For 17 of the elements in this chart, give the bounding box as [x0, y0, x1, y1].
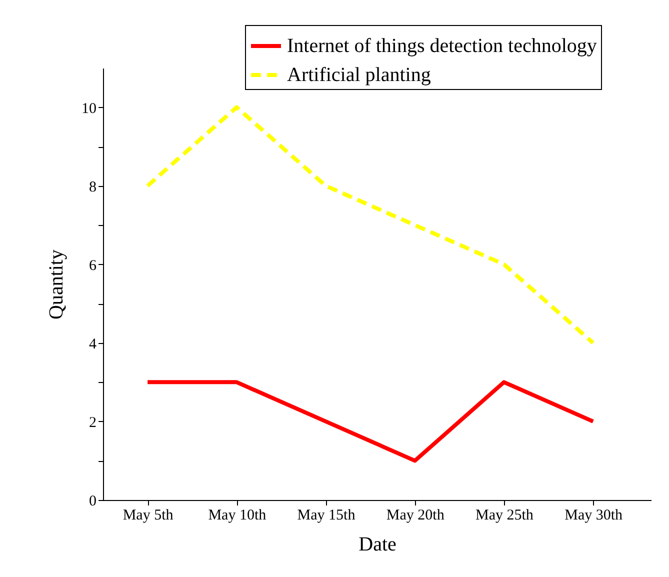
x-tick-label: May 25th [476, 508, 534, 524]
x-tick-label: May 5th [122, 508, 174, 524]
legend-label: Internet of things detection technology [287, 35, 597, 57]
x-axis-title: Date [358, 534, 396, 556]
y-tick-label: 0 [89, 494, 96, 510]
x-tick-label: May 30th [564, 508, 624, 524]
y-tick-label: 10 [82, 100, 96, 117]
legend-label: Artificial planting [287, 64, 431, 86]
x-tick-label: May 20th [386, 508, 445, 524]
y-tick-label: 2 [89, 414, 96, 431]
y-tick-label: 6 [89, 258, 97, 274]
line-series [146, 105, 596, 345]
x-tick-label: May 10th [208, 508, 267, 524]
x-tick-label: May 15th [297, 508, 356, 524]
y-tick-label: 8 [89, 179, 96, 196]
y-tick-label: 4 [89, 336, 97, 352]
y-axis-title: Quantity [46, 250, 68, 320]
